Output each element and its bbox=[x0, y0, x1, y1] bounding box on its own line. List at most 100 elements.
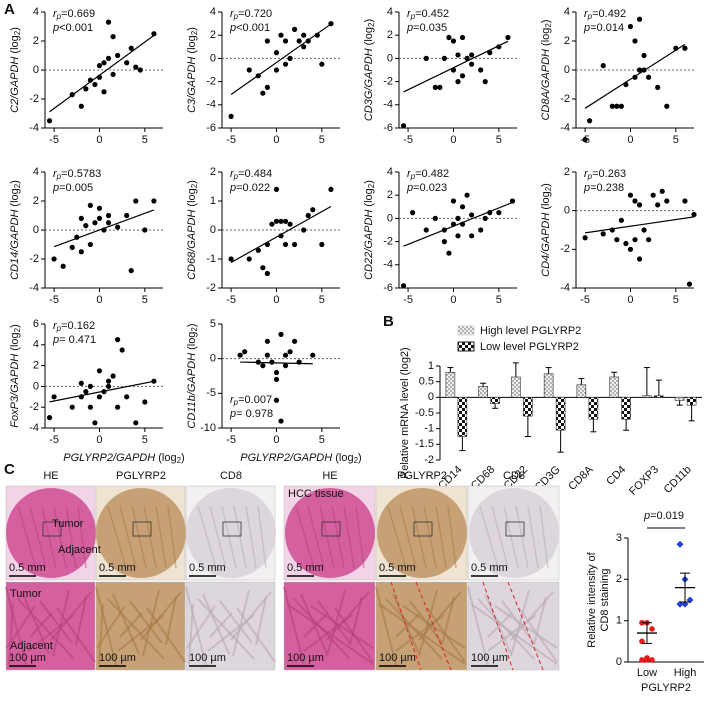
point bbox=[655, 84, 661, 90]
point bbox=[101, 227, 107, 233]
regression-line bbox=[230, 23, 332, 96]
point bbox=[649, 626, 655, 632]
point bbox=[110, 34, 116, 40]
tissue-streak bbox=[107, 505, 127, 569]
image-note: Adjacent bbox=[10, 640, 53, 652]
tissue-texture bbox=[165, 596, 177, 646]
x-tick-label: CD11b bbox=[662, 464, 694, 496]
point bbox=[78, 249, 84, 255]
tissue-streak bbox=[119, 505, 137, 569]
y-tick-label: 0 bbox=[387, 52, 393, 64]
point bbox=[273, 67, 280, 73]
zoom-box bbox=[42, 521, 62, 537]
point bbox=[87, 202, 93, 208]
y-tick-label: 0.5 bbox=[419, 376, 434, 388]
tissue-texture bbox=[17, 598, 75, 660]
point bbox=[649, 657, 655, 663]
y-tick-label: 0 bbox=[387, 212, 393, 224]
y-tick-label: -2 bbox=[383, 76, 393, 88]
tissue-streak bbox=[539, 505, 549, 569]
y-axis-label: CD68/GAPDH (log2) bbox=[186, 180, 199, 280]
x-tick-label: 0 bbox=[450, 294, 456, 306]
regression-line bbox=[403, 40, 509, 93]
stat-label: rp=0.669 bbox=[53, 8, 95, 21]
stat-label: p=0.022 bbox=[229, 182, 270, 194]
tissue-streak bbox=[245, 505, 257, 569]
point bbox=[242, 349, 248, 355]
point bbox=[305, 212, 311, 219]
point bbox=[296, 38, 302, 44]
point bbox=[264, 352, 270, 358]
tissue-streak bbox=[209, 505, 227, 569]
legend-swatch bbox=[457, 341, 475, 352]
point bbox=[319, 241, 325, 248]
point bbox=[505, 34, 511, 41]
point bbox=[400, 123, 407, 129]
point bbox=[96, 74, 103, 80]
point bbox=[469, 52, 475, 58]
point bbox=[423, 55, 429, 62]
tissue-texture bbox=[142, 589, 160, 657]
tissue-texture bbox=[441, 596, 455, 646]
point bbox=[246, 67, 252, 73]
y-tick-label: 2 bbox=[33, 35, 39, 47]
x-tick-label: Low bbox=[637, 667, 657, 679]
y-axis-label: C2/GAPDH (log2) bbox=[9, 27, 22, 113]
point bbox=[487, 210, 493, 216]
point bbox=[115, 404, 121, 410]
point bbox=[87, 404, 93, 410]
tissue-texture bbox=[107, 598, 165, 660]
point bbox=[96, 63, 103, 69]
x-tick-label: -5 bbox=[49, 134, 59, 146]
y-tick-label: 2 bbox=[616, 573, 622, 585]
stat-label: p=0.023 bbox=[406, 182, 447, 194]
y-axis-label: CD22/GAPDH (log2) bbox=[363, 180, 376, 280]
y-tick-label: -6 bbox=[206, 122, 216, 134]
x-tick-label: 5 bbox=[496, 134, 502, 146]
y-tick-label: 4 bbox=[387, 6, 393, 18]
tissue-texture bbox=[50, 591, 92, 641]
x-tick-label: -5 bbox=[226, 134, 236, 146]
point bbox=[115, 337, 121, 343]
point bbox=[287, 55, 293, 62]
point bbox=[691, 211, 697, 218]
y-axis-label: FoxP3/GAPDH (log2) bbox=[9, 324, 22, 428]
point bbox=[314, 32, 320, 38]
y-tick-label: 0 bbox=[33, 64, 39, 76]
tissue-streak bbox=[233, 505, 247, 569]
stat-label: rp=0.452 bbox=[407, 8, 449, 21]
point bbox=[614, 103, 620, 109]
point bbox=[87, 383, 93, 389]
scale-label: 100 µm bbox=[99, 652, 136, 664]
tissue-streak bbox=[503, 505, 519, 569]
bar bbox=[490, 397, 500, 404]
point bbox=[496, 44, 502, 50]
point bbox=[142, 399, 148, 405]
point bbox=[124, 394, 130, 400]
tissue-texture bbox=[185, 586, 207, 666]
point bbox=[450, 198, 457, 204]
bar bbox=[686, 397, 697, 406]
point bbox=[87, 77, 93, 83]
point bbox=[96, 368, 103, 374]
tissue-streak bbox=[435, 505, 447, 569]
point bbox=[455, 79, 461, 85]
bar bbox=[674, 397, 685, 401]
scale-label: 100 µm bbox=[379, 652, 416, 664]
point bbox=[464, 192, 470, 198]
x-tick-label: 5 bbox=[142, 134, 148, 146]
point bbox=[328, 21, 334, 27]
point bbox=[301, 227, 307, 233]
point bbox=[133, 420, 139, 426]
tissue-streak bbox=[515, 505, 529, 569]
image-note: Tumor bbox=[52, 518, 84, 530]
bar bbox=[543, 373, 554, 398]
point bbox=[151, 378, 157, 384]
point bbox=[455, 233, 461, 239]
tissue-texture bbox=[197, 598, 255, 660]
point bbox=[115, 52, 121, 59]
x-tick-label: -5 bbox=[403, 134, 413, 146]
bar bbox=[576, 384, 587, 398]
tissue-streak bbox=[447, 505, 457, 569]
point bbox=[618, 217, 624, 223]
